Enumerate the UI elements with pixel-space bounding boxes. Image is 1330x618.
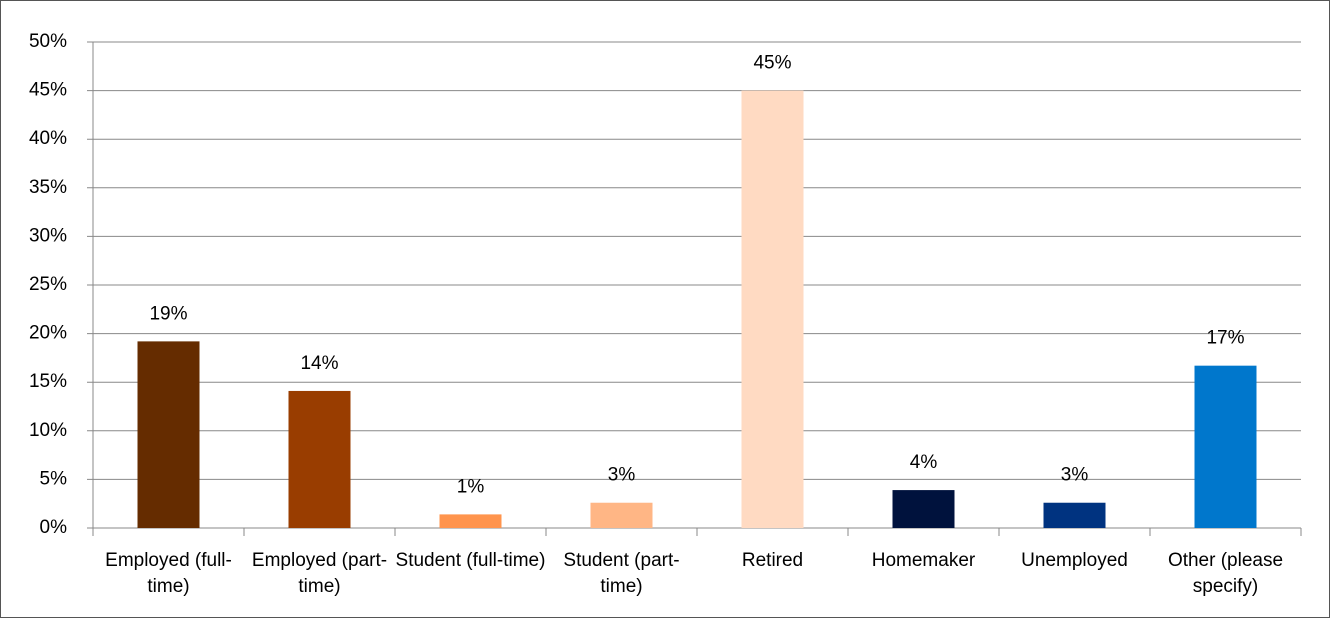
y-tick-label: 5%	[40, 468, 68, 489]
x-tick-label: Employed (part-time)	[251, 550, 388, 597]
y-tick-label: 50%	[29, 31, 67, 52]
y-tick-label: 25%	[29, 274, 67, 295]
bar	[137, 341, 200, 528]
y-tick-label: 0%	[40, 517, 68, 538]
y-tick-label: 40%	[29, 128, 67, 149]
x-tick-label: Employed (full-time)	[105, 550, 232, 597]
data-label: 14%	[300, 353, 338, 374]
y-tick-label: 10%	[29, 420, 67, 441]
bar	[288, 390, 351, 528]
x-tick-label: Unemployed	[1021, 550, 1128, 571]
data-label: 1%	[457, 476, 485, 497]
x-tick-label: Student (part-time)	[563, 550, 680, 597]
data-label: 45%	[753, 53, 791, 74]
y-tick-label: 20%	[29, 323, 67, 344]
y-tick-label: 45%	[29, 80, 67, 101]
bar	[741, 90, 804, 528]
bar	[1194, 365, 1257, 528]
data-label: 19%	[149, 303, 187, 324]
bar	[439, 514, 502, 528]
y-tick-label: 35%	[29, 177, 67, 198]
bar	[1043, 502, 1106, 528]
x-tick-label: Homemaker	[871, 550, 976, 571]
data-label: 3%	[608, 465, 636, 486]
data-label: 3%	[1061, 465, 1089, 486]
data-label: 17%	[1206, 328, 1244, 349]
x-tick-label: Retired	[741, 550, 804, 571]
y-tick-label: 15%	[29, 371, 67, 392]
bar	[590, 502, 653, 528]
x-tick-label: Student (full-time)	[395, 550, 546, 571]
data-label: 4%	[910, 452, 938, 473]
bar	[892, 490, 955, 528]
y-tick-label: 30%	[29, 225, 67, 246]
x-tick-label: Other (please specify)	[1167, 550, 1284, 597]
